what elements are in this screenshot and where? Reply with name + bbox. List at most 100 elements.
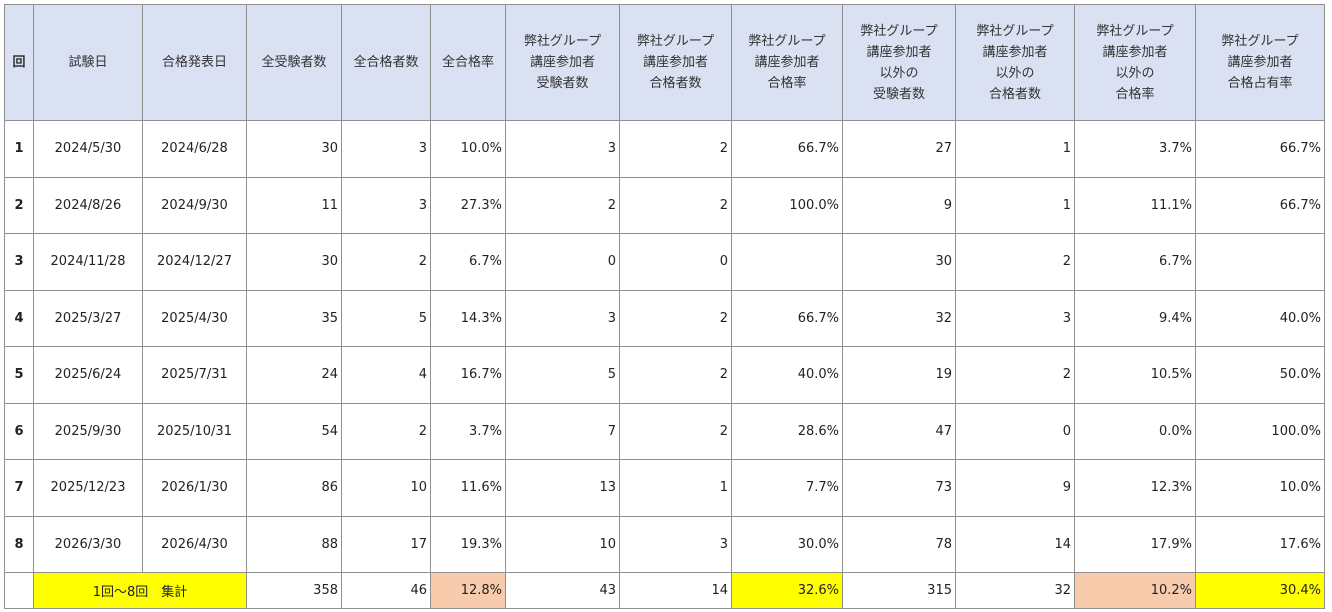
value-cell[interactable]: 66.7%: [731, 289, 843, 347]
value-cell[interactable]: 3.7%: [430, 402, 506, 460]
date-cell[interactable]: 2024/11/28: [33, 233, 143, 291]
date-cell[interactable]: 2025/3/27: [33, 289, 143, 347]
date-cell[interactable]: 2025/7/31: [142, 346, 247, 404]
total-value-cell[interactable]: 14: [619, 572, 732, 609]
value-cell[interactable]: 17: [341, 515, 431, 573]
row-number[interactable]: 1: [4, 120, 34, 178]
value-cell[interactable]: 30: [246, 120, 342, 178]
value-cell[interactable]: 3: [341, 120, 431, 178]
value-cell[interactable]: 1: [619, 459, 732, 517]
value-cell[interactable]: 16.7%: [430, 346, 506, 404]
total-value-cell[interactable]: 315: [842, 572, 956, 609]
value-cell[interactable]: 40.0%: [731, 346, 843, 404]
date-cell[interactable]: 2025/6/24: [33, 346, 143, 404]
row-number[interactable]: 2: [4, 176, 34, 234]
value-cell[interactable]: 40.0%: [1195, 289, 1325, 347]
value-cell[interactable]: 17.6%: [1195, 515, 1325, 573]
total-value-cell[interactable]: 32: [955, 572, 1075, 609]
value-cell[interactable]: 3: [505, 120, 620, 178]
value-cell[interactable]: 2: [341, 402, 431, 460]
value-cell[interactable]: 2: [619, 120, 732, 178]
value-cell[interactable]: 88: [246, 515, 342, 573]
value-cell[interactable]: 66.7%: [1195, 176, 1325, 234]
total-row-blank[interactable]: [4, 572, 34, 609]
date-cell[interactable]: 2024/8/26: [33, 176, 143, 234]
total-value-cell[interactable]: 30.4%: [1195, 572, 1325, 609]
value-cell[interactable]: 2: [619, 346, 732, 404]
row-number[interactable]: 7: [4, 459, 34, 517]
value-cell[interactable]: 0.0%: [1074, 402, 1196, 460]
value-cell[interactable]: 100.0%: [731, 176, 843, 234]
total-label[interactable]: 1回～8回 集計: [33, 572, 247, 609]
value-cell[interactable]: 11: [246, 176, 342, 234]
date-cell[interactable]: 2026/4/30: [142, 515, 247, 573]
value-cell[interactable]: 2: [341, 233, 431, 291]
date-cell[interactable]: 2024/5/30: [33, 120, 143, 178]
value-cell[interactable]: 78: [842, 515, 956, 573]
value-cell[interactable]: 10.5%: [1074, 346, 1196, 404]
value-cell[interactable]: [731, 233, 843, 291]
value-cell[interactable]: 27: [842, 120, 956, 178]
value-cell[interactable]: 9: [842, 176, 956, 234]
value-cell[interactable]: 5: [505, 346, 620, 404]
value-cell[interactable]: 2: [619, 289, 732, 347]
date-cell[interactable]: 2026/3/30: [33, 515, 143, 573]
value-cell[interactable]: 1: [955, 120, 1075, 178]
value-cell[interactable]: 73: [842, 459, 956, 517]
value-cell[interactable]: 86: [246, 459, 342, 517]
total-value-cell[interactable]: 32.6%: [731, 572, 843, 609]
value-cell[interactable]: 66.7%: [731, 120, 843, 178]
total-value-cell[interactable]: 358: [246, 572, 342, 609]
total-value-cell[interactable]: 10.2%: [1074, 572, 1196, 609]
value-cell[interactable]: 6.7%: [1074, 233, 1196, 291]
value-cell[interactable]: 3: [955, 289, 1075, 347]
total-value-cell[interactable]: 12.8%: [430, 572, 506, 609]
value-cell[interactable]: 30: [842, 233, 956, 291]
value-cell[interactable]: 7.7%: [731, 459, 843, 517]
value-cell[interactable]: 35: [246, 289, 342, 347]
value-cell[interactable]: [1195, 233, 1325, 291]
value-cell[interactable]: 5: [341, 289, 431, 347]
value-cell[interactable]: 14: [955, 515, 1075, 573]
value-cell[interactable]: 0: [619, 233, 732, 291]
value-cell[interactable]: 3: [341, 176, 431, 234]
value-cell[interactable]: 11.1%: [1074, 176, 1196, 234]
row-number[interactable]: 3: [4, 233, 34, 291]
value-cell[interactable]: 2: [619, 176, 732, 234]
value-cell[interactable]: 66.7%: [1195, 120, 1325, 178]
value-cell[interactable]: 2: [505, 176, 620, 234]
value-cell[interactable]: 2: [955, 233, 1075, 291]
value-cell[interactable]: 10.0%: [430, 120, 506, 178]
value-cell[interactable]: 17.9%: [1074, 515, 1196, 573]
value-cell[interactable]: 10: [341, 459, 431, 517]
value-cell[interactable]: 100.0%: [1195, 402, 1325, 460]
value-cell[interactable]: 9: [955, 459, 1075, 517]
date-cell[interactable]: 2025/12/23: [33, 459, 143, 517]
value-cell[interactable]: 28.6%: [731, 402, 843, 460]
date-cell[interactable]: 2025/9/30: [33, 402, 143, 460]
date-cell[interactable]: 2025/10/31: [142, 402, 247, 460]
value-cell[interactable]: 2: [619, 402, 732, 460]
value-cell[interactable]: 0: [955, 402, 1075, 460]
value-cell[interactable]: 50.0%: [1195, 346, 1325, 404]
value-cell[interactable]: 30: [246, 233, 342, 291]
row-number[interactable]: 4: [4, 289, 34, 347]
value-cell[interactable]: 10.0%: [1195, 459, 1325, 517]
total-value-cell[interactable]: 46: [341, 572, 431, 609]
value-cell[interactable]: 3: [505, 289, 620, 347]
value-cell[interactable]: 24: [246, 346, 342, 404]
value-cell[interactable]: 0: [505, 233, 620, 291]
value-cell[interactable]: 4: [341, 346, 431, 404]
value-cell[interactable]: 6.7%: [430, 233, 506, 291]
value-cell[interactable]: 10: [505, 515, 620, 573]
date-cell[interactable]: 2024/6/28: [142, 120, 247, 178]
value-cell[interactable]: 19: [842, 346, 956, 404]
value-cell[interactable]: 30.0%: [731, 515, 843, 573]
value-cell[interactable]: 47: [842, 402, 956, 460]
date-cell[interactable]: 2026/1/30: [142, 459, 247, 517]
date-cell[interactable]: 2024/9/30: [142, 176, 247, 234]
row-number[interactable]: 6: [4, 402, 34, 460]
date-cell[interactable]: 2024/12/27: [142, 233, 247, 291]
value-cell[interactable]: 9.4%: [1074, 289, 1196, 347]
value-cell[interactable]: 14.3%: [430, 289, 506, 347]
